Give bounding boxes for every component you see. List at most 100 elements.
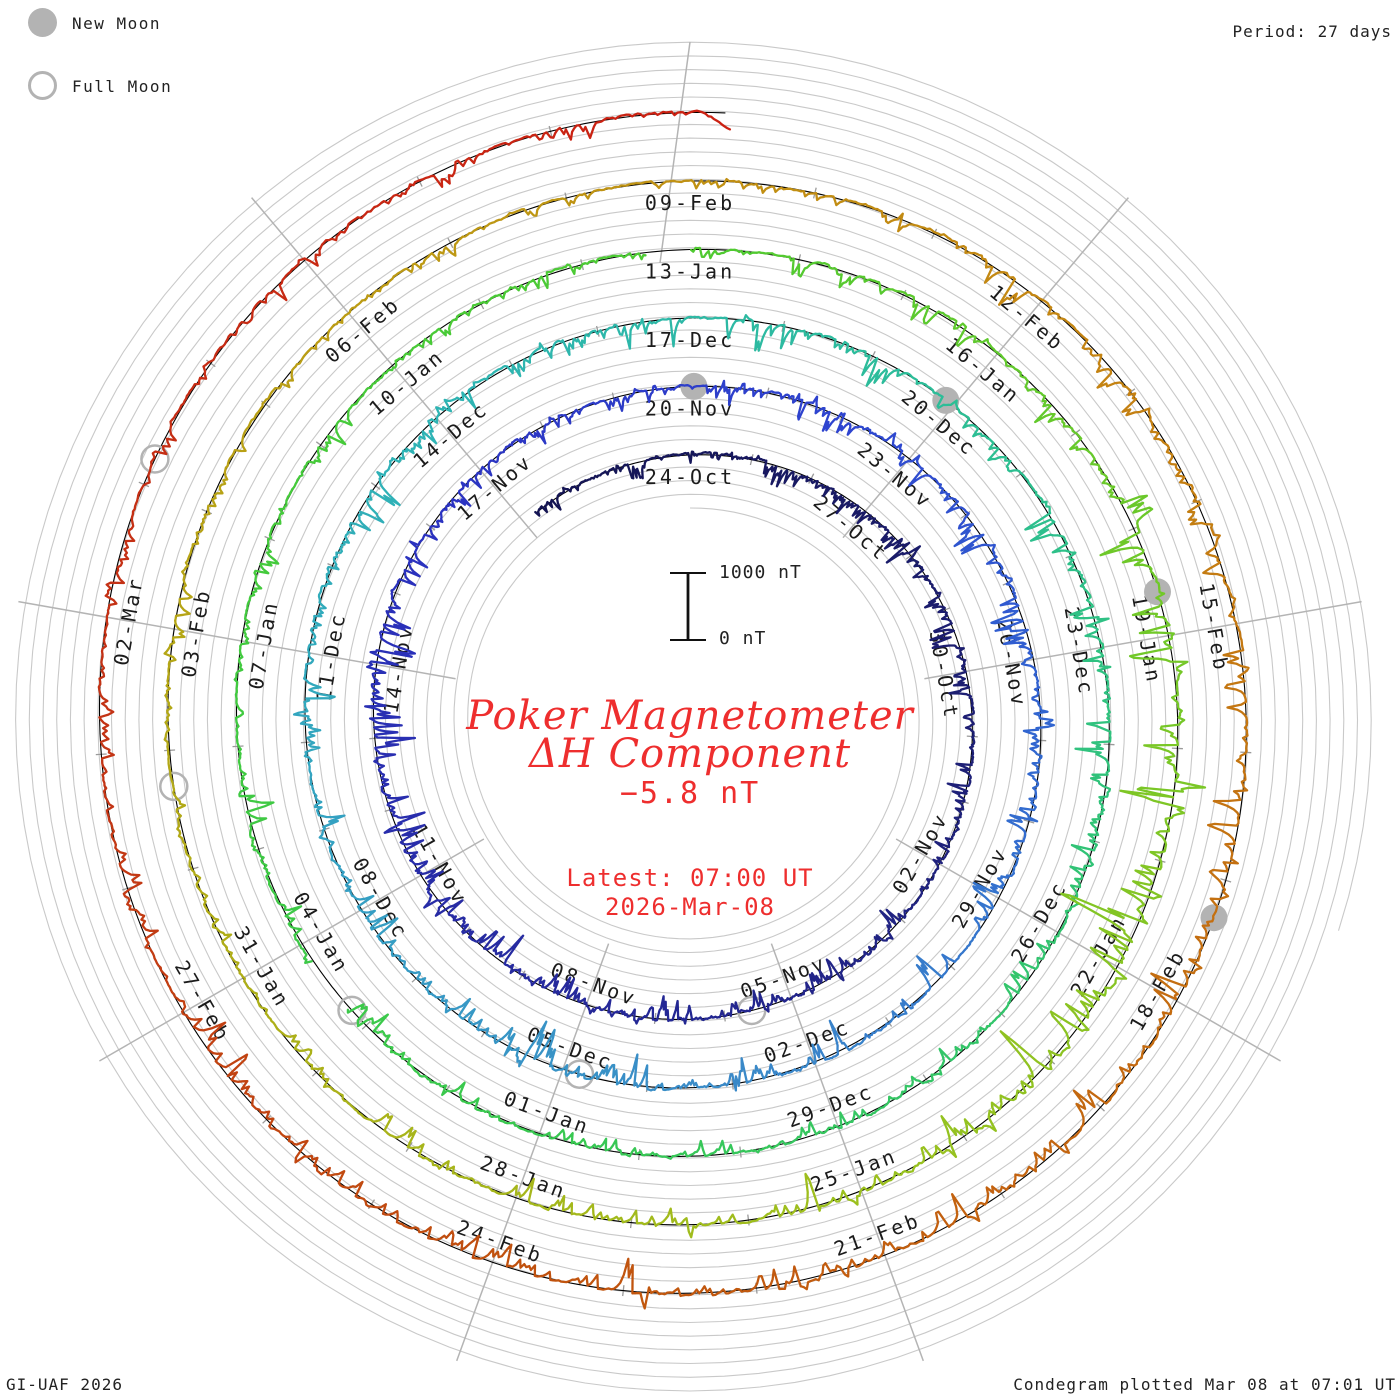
trace-segment <box>996 563 1020 614</box>
trace-segment <box>223 409 261 481</box>
trace-segment <box>495 197 572 222</box>
trace-segment <box>137 418 177 497</box>
trace-segment <box>1018 927 1063 979</box>
trace-segment <box>938 483 972 530</box>
trace-segment <box>811 1019 866 1061</box>
trace-segment <box>307 763 324 818</box>
trace-segment <box>898 372 950 409</box>
trace-segment <box>1089 757 1112 818</box>
trace-segment <box>929 614 965 655</box>
trace-segment <box>644 179 725 190</box>
trace-segment <box>317 551 340 607</box>
trace-segment <box>399 1126 464 1178</box>
new-moon-legend-label: New Moon <box>72 14 162 33</box>
trace-segment <box>183 843 213 917</box>
date-label: 08-Nov <box>547 957 640 1010</box>
trace-segment <box>523 337 578 364</box>
trace-segment <box>720 379 772 407</box>
trace-segment <box>272 465 306 527</box>
trace-segment <box>233 651 245 720</box>
trace-segment <box>580 395 629 412</box>
trace-segment <box>1202 526 1237 606</box>
full-moon-marker <box>140 444 170 474</box>
trace-segment <box>1006 800 1039 849</box>
trace-segment <box>669 999 716 1025</box>
trace-segment <box>366 649 413 697</box>
trace-segment <box>704 451 744 461</box>
trace-segment <box>684 315 743 340</box>
trace-segment <box>373 736 416 786</box>
trace-segment <box>799 1254 880 1291</box>
trace-segment <box>405 524 440 569</box>
trace-segment <box>629 317 687 348</box>
trace-segment <box>564 112 651 141</box>
trace-segment <box>1208 842 1239 923</box>
trace-segment <box>390 561 421 610</box>
trace-segment <box>626 995 673 1025</box>
trace-segment <box>776 1121 839 1147</box>
trace-segment <box>768 1043 817 1077</box>
trace-segment <box>1167 456 1214 529</box>
trace-segment <box>407 150 486 190</box>
period-label: Period: 27 days <box>1232 22 1392 41</box>
trace-segment <box>470 930 525 967</box>
trace-segment <box>867 908 897 955</box>
date-label: 19-Jan <box>1127 593 1166 686</box>
trace-segment <box>414 1070 473 1105</box>
trace-segment <box>435 485 472 528</box>
trace-segment <box>588 1137 654 1158</box>
trace-segment <box>585 998 629 1018</box>
trace-segment <box>667 450 707 464</box>
trace-segment <box>769 390 819 421</box>
trace-segment <box>472 358 526 384</box>
trace-segment <box>575 323 632 350</box>
trace-segment <box>953 523 1002 566</box>
trace-segment <box>391 327 452 369</box>
trace-segment <box>163 619 186 697</box>
spoke <box>895 838 1281 1062</box>
trace-segment <box>1082 641 1112 702</box>
trace-segment <box>835 1095 894 1130</box>
trace-segment <box>430 992 476 1026</box>
trace-segment <box>647 109 732 131</box>
new-moon-marker <box>1144 578 1171 606</box>
spoke <box>18 600 456 680</box>
trace-segment <box>282 904 313 965</box>
trace-segment <box>1150 920 1214 996</box>
trace-segment <box>363 255 430 302</box>
latest-time-label: Latest: 07:00 UT <box>566 864 814 892</box>
date-label: 20-Nov <box>645 397 735 421</box>
trace-segment <box>460 1175 535 1205</box>
trace-segment <box>859 425 904 459</box>
trace-segment <box>383 823 429 866</box>
trace-segment <box>364 909 399 957</box>
trace-segment <box>534 486 566 517</box>
trace-segment <box>948 237 1017 306</box>
trace-segment <box>615 1053 670 1092</box>
trace-segment <box>713 998 756 1019</box>
trace-segment <box>291 1034 342 1096</box>
trace-segment <box>434 899 475 941</box>
trace-segment <box>1069 585 1110 644</box>
trace-segment <box>920 852 949 890</box>
scale-bottom-label: 0 nT <box>719 628 767 649</box>
trace-segment <box>752 989 798 1013</box>
trace-segment <box>1089 921 1134 997</box>
date-label: 31-Jan <box>229 922 295 1012</box>
trace-segment <box>863 1002 908 1041</box>
trace-segment <box>741 454 778 486</box>
trace-segment <box>497 430 547 457</box>
date-label: 24-Oct <box>645 465 735 489</box>
trace-segment <box>541 408 583 445</box>
trace-segment <box>292 709 322 766</box>
trace-segment <box>774 469 814 488</box>
trace-segment <box>564 1063 619 1086</box>
trace-segment <box>303 415 353 468</box>
spoke <box>770 943 925 1362</box>
trace-segment <box>946 772 972 816</box>
trace-segment <box>885 885 924 923</box>
trace-segment <box>460 454 500 489</box>
trace-segment <box>1027 751 1043 803</box>
trace-segment <box>302 656 336 713</box>
trace-segment <box>339 1093 402 1139</box>
